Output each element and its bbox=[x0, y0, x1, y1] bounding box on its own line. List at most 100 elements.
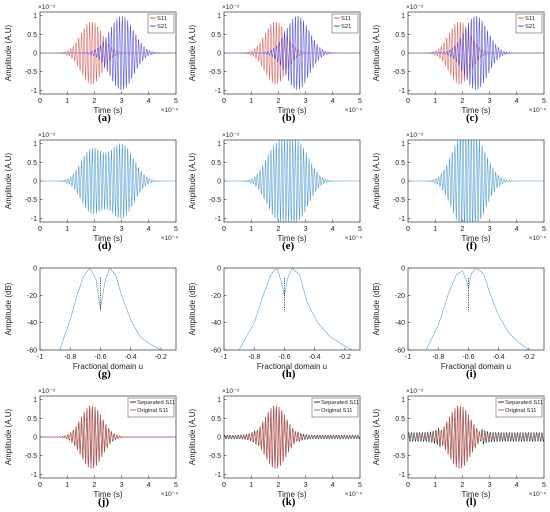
legend-entry: S11 bbox=[157, 16, 167, 22]
legend-entry: Original S11 bbox=[505, 408, 536, 414]
y-tick-label: 0 bbox=[401, 435, 405, 442]
x-axis-label: Fractional domain u bbox=[441, 362, 511, 371]
series-group bbox=[408, 140, 544, 222]
y-tick-label: -0.5 bbox=[25, 69, 37, 76]
y-tick-label: -0.5 bbox=[25, 197, 37, 204]
y-tick-label: -1 bbox=[215, 88, 221, 95]
legend-box bbox=[331, 13, 359, 34]
legend-entry: Original S11 bbox=[321, 408, 352, 414]
x-tick-label: 1 bbox=[433, 482, 437, 489]
series-group bbox=[40, 143, 176, 219]
x-axis-label: Time (s) bbox=[277, 490, 306, 499]
x-tick-label: -0.2 bbox=[339, 354, 351, 361]
x-tick-label: 4 bbox=[147, 98, 151, 105]
x-tick-label: -1 bbox=[405, 354, 411, 361]
chart-i: -1 -0.8 -0.6 -0.4 -0.2 -60 -40 -20 0 Fractional d… bbox=[372, 266, 545, 371]
x-axis-label: Time (s) bbox=[277, 106, 306, 115]
y-tick-label: 0 bbox=[217, 51, 221, 58]
plot-area bbox=[407, 267, 545, 351]
series-group bbox=[408, 15, 544, 91]
series-group bbox=[40, 15, 176, 91]
panel-label-l: (l) bbox=[466, 496, 477, 508]
panel-label-b: (b) bbox=[282, 112, 296, 124]
y-axis-label: Amplitude (dB) bbox=[4, 282, 13, 335]
x-tick-label: -0.6 bbox=[278, 354, 290, 361]
y-axis-label: Amplitude (A.U) bbox=[4, 408, 13, 465]
x-axis-label: Time (s) bbox=[93, 490, 122, 499]
x-tick-label: 4 bbox=[147, 482, 151, 489]
x-tick-label: 1 bbox=[65, 98, 69, 105]
x-tick-label: 0 bbox=[222, 482, 226, 489]
x-tick-label: -0.4 bbox=[309, 354, 321, 361]
x-tick-label: 5 bbox=[358, 226, 362, 233]
x-tick-label: 5 bbox=[542, 226, 546, 233]
panel-label-c: (c) bbox=[466, 112, 479, 124]
x-axis-label: Fractional domain u bbox=[73, 362, 143, 371]
legend-entry: Separated S11 bbox=[137, 400, 175, 406]
legend-box bbox=[147, 13, 175, 34]
series-group bbox=[224, 15, 360, 91]
x-tick-label: 0 bbox=[38, 226, 42, 233]
x-tick-label: 2 bbox=[276, 226, 280, 233]
x-axis-label: Time (s) bbox=[277, 234, 306, 243]
series-line-1 bbox=[40, 15, 176, 91]
y-axis-label: Amplitude (A.U) bbox=[372, 408, 381, 465]
legend-box bbox=[311, 397, 359, 418]
x-tick-label: 2 bbox=[92, 98, 96, 105]
x-tick-label: 3 bbox=[488, 226, 492, 233]
y-tick-label: 0 bbox=[33, 266, 37, 273]
x-tick-label: -1 bbox=[37, 354, 43, 361]
series-group bbox=[425, 268, 530, 350]
x-tick-label: -0.8 bbox=[248, 354, 260, 361]
legend-entry: S21 bbox=[157, 24, 167, 30]
y-exponent: ×10⁻⁹ bbox=[38, 388, 55, 395]
y-tick-label: -1 bbox=[31, 88, 37, 95]
y-tick-label: -1 bbox=[399, 88, 405, 95]
x-tick-label: 3 bbox=[304, 226, 308, 233]
x-tick-label: 2 bbox=[460, 482, 464, 489]
y-tick-label: 0 bbox=[401, 179, 405, 186]
y-tick-label: 0 bbox=[401, 266, 405, 273]
x-tick-label: 5 bbox=[358, 98, 362, 105]
series-group bbox=[238, 268, 353, 350]
y-tick-label: -0.5 bbox=[209, 453, 221, 460]
x-tick-label: -0.4 bbox=[493, 354, 505, 361]
x-tick-label: 3 bbox=[304, 482, 308, 489]
panel-label-a: (a) bbox=[98, 112, 111, 124]
y-tick-label: 1 bbox=[401, 141, 405, 148]
series-group bbox=[408, 405, 544, 469]
y-axis-label: Amplitude (A.U) bbox=[188, 408, 197, 465]
y-tick-label: -0.5 bbox=[209, 69, 221, 76]
y-tick-label: 1 bbox=[401, 13, 405, 20]
y-tick-label: -0.5 bbox=[393, 197, 405, 204]
x-tick-label: -0.8 bbox=[432, 354, 444, 361]
x-exponent: ×10⁻⁴ bbox=[161, 235, 178, 242]
series-group bbox=[224, 405, 360, 469]
series-line-1 bbox=[224, 405, 360, 469]
x-tick-label: -0.4 bbox=[125, 354, 137, 361]
y-axis-label: Amplitude (dB) bbox=[188, 282, 197, 335]
y-tick-label: -20 bbox=[211, 293, 221, 300]
x-tick-label: 5 bbox=[358, 482, 362, 489]
y-tick-label: 0.5 bbox=[211, 160, 221, 167]
y-exponent: ×10⁻⁹ bbox=[406, 4, 423, 11]
y-tick-label: -0.5 bbox=[393, 453, 405, 460]
x-tick-label: 1 bbox=[433, 98, 437, 105]
x-tick-label: 1 bbox=[249, 482, 253, 489]
x-tick-label: 4 bbox=[331, 482, 335, 489]
y-tick-label: 1 bbox=[217, 13, 221, 20]
plot-area bbox=[223, 267, 361, 351]
x-tick-label: 3 bbox=[304, 98, 308, 105]
panel-label-i: (i) bbox=[466, 368, 477, 380]
x-tick-label: 4 bbox=[147, 226, 151, 233]
y-tick-label: 0.5 bbox=[27, 160, 37, 167]
x-tick-label: 2 bbox=[92, 482, 96, 489]
x-tick-label: 0 bbox=[222, 98, 226, 105]
x-tick-label: 1 bbox=[433, 226, 437, 233]
series-line-0 bbox=[40, 143, 176, 219]
